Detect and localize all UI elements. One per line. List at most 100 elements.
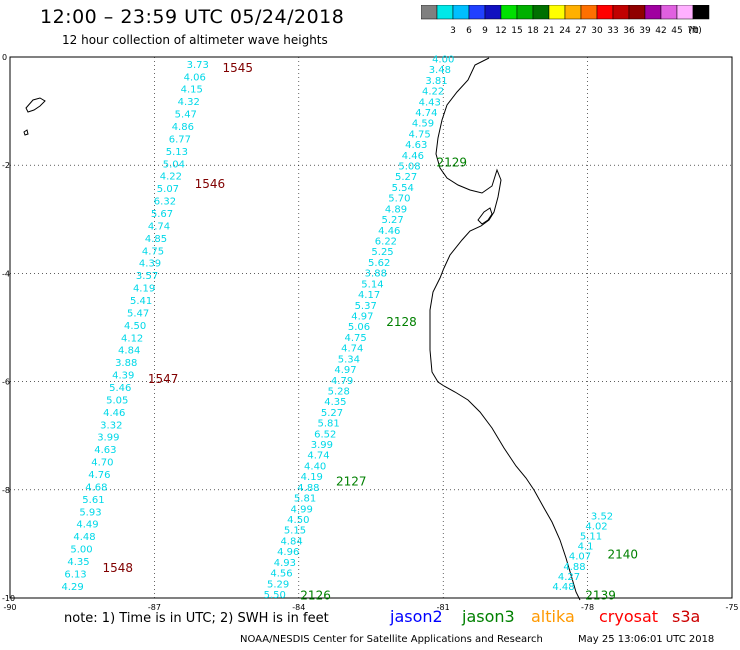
wave-height-value: 5.54 <box>392 183 414 194</box>
wave-height-value: 4.39 <box>139 259 161 270</box>
wave-height-value: 5.34 <box>338 354 360 365</box>
y-tick-label: -8 <box>2 486 10 495</box>
wave-height-value: 5.29 <box>267 579 289 590</box>
wave-height-value: 3.32 <box>100 420 122 431</box>
wave-height-value: 5.05 <box>106 395 128 406</box>
satellite-altika: altika <box>531 607 575 626</box>
wave-height-value: 5.25 <box>371 247 393 258</box>
pass-time-label: 1545 <box>222 61 253 75</box>
wave-height-value: 4.46 <box>378 226 400 237</box>
legend-swatch <box>692 5 710 20</box>
legend-label: 30 <box>591 26 603 36</box>
wave-height-value: 5.27 <box>395 172 417 183</box>
satellite-s3a: s3a <box>672 607 701 626</box>
legend-label: 24 <box>559 26 571 36</box>
wave-height-value: 5.15 <box>284 526 306 537</box>
wave-height-value: 6.22 <box>375 237 397 248</box>
y-tick-label: -2 <box>2 161 10 170</box>
wave-height-value: 6.77 <box>169 134 191 145</box>
satellite-jason2: jason2 <box>390 607 443 626</box>
wave-height-value: 3.81 <box>425 76 447 87</box>
pass-time-label: 2128 <box>386 315 417 329</box>
x-tick-label: -84 <box>292 603 305 612</box>
pass-time-label: 2126 <box>300 588 331 602</box>
pass-time-label: 1546 <box>195 177 226 191</box>
wave-height-value: 4.88 <box>297 483 319 494</box>
wave-height-value: 6.13 <box>64 569 86 580</box>
legend-unit: (ft) <box>688 26 702 36</box>
wave-height-value: 3.48 <box>429 65 451 76</box>
map-title: 12:00 – 23:59 UTC 05/24/2018 <box>40 6 345 28</box>
wave-height-value: 4.96 <box>277 547 299 558</box>
wave-height-value: 3.73 <box>187 60 209 71</box>
legend-label: 45 <box>671 26 682 36</box>
wave-height-value: 5.67 <box>151 209 173 220</box>
wave-height-value: 3.52 <box>591 512 613 523</box>
wave-height-value: 4.19 <box>133 284 155 295</box>
wave-height-value: 5.04 <box>163 159 185 170</box>
wave-height-value: 5.93 <box>79 507 101 518</box>
wave-height-value: 4.29 <box>61 582 83 593</box>
wave-height-value: 4.12 <box>121 333 143 344</box>
wave-height-value: 4.22 <box>160 172 182 183</box>
wave-height-value: 4.46 <box>402 151 424 162</box>
y-tick-label: -6 <box>2 378 10 387</box>
x-tick-label: -90 <box>3 603 16 612</box>
coastline <box>23 57 581 601</box>
wave-height-value: 4.75 <box>142 246 164 257</box>
wave-height-value: 4.79 <box>331 376 353 387</box>
legend-label: 27 <box>575 26 586 36</box>
coastline-galapagos-island <box>25 97 46 113</box>
pass-time-label: 1548 <box>102 561 133 575</box>
map-frame <box>9 56 733 599</box>
altimeter-track: 3.734.064.154.325.474.866.775.135.044.22… <box>61 60 253 593</box>
coastline-galapagos-island-small <box>23 129 29 136</box>
wave-height-value: 4.50 <box>287 515 309 526</box>
wave-height-value: 5.47 <box>175 110 197 121</box>
altimeter-track: 3.524.025.114.14.074.884.274.48 2140 2139 <box>552 512 638 603</box>
wave-height-value: 4.39 <box>112 371 134 382</box>
wave-height-value: 4.89 <box>385 204 407 215</box>
wave-height-value: 4.50 <box>124 321 146 332</box>
legend-label: 33 <box>607 26 618 36</box>
pass-time-label: 2127 <box>336 475 367 489</box>
wave-height-value: 5.14 <box>361 279 383 290</box>
wave-height-value: 5.70 <box>388 194 410 205</box>
legend-label: 6 <box>466 26 472 36</box>
wave-height-value: 3.57 <box>136 271 158 282</box>
wave-height-value: 4.32 <box>178 97 200 108</box>
wave-height-value: 3.88 <box>365 269 387 280</box>
y-tick-label: -4 <box>2 269 10 278</box>
pass-time-label: 2129 <box>436 155 467 169</box>
legend-label: 18 <box>527 26 539 36</box>
wave-height-value: 5.46 <box>109 383 131 394</box>
wave-height-value: 4.07 <box>569 552 591 563</box>
legend-label: 9 <box>482 26 488 36</box>
wave-height-value: 4.70 <box>91 458 113 469</box>
wave-height-value: 4.74 <box>307 451 329 462</box>
wave-height-value: 5.00 <box>70 545 92 556</box>
wave-height-value: 4.99 <box>291 504 313 515</box>
wave-height-value: 4.40 <box>304 461 326 472</box>
map-subtitle: 12 hour collection of altimeter wave hei… <box>62 33 328 47</box>
legend-label: 70 <box>687 26 699 36</box>
legend-label: 21 <box>543 26 554 36</box>
pass-time-label: 2139 <box>585 588 616 602</box>
satellite-cryosat: cryosat <box>599 607 659 626</box>
wave-height-value: 5.11 <box>580 532 602 543</box>
legend-label: 15 <box>511 26 522 36</box>
legend-label: 42 <box>655 26 666 36</box>
y-tick-label: 0 <box>2 53 7 62</box>
wave-height-value: 3.99 <box>97 433 119 444</box>
legend-label: 12 <box>495 26 506 36</box>
wave-height-value: 5.47 <box>127 308 149 319</box>
legend-label: 3 <box>450 26 456 36</box>
wave-height-value: 4.02 <box>585 522 607 533</box>
wave-height-value: 4.22 <box>422 87 444 98</box>
wave-height-value: 4.76 <box>88 470 110 481</box>
wave-height-value: 4.56 <box>270 569 292 580</box>
wave-height-value: 4.35 <box>67 557 89 568</box>
footer-note: note: 1) Time is in UTC; 2) SWH is in fe… <box>64 611 329 626</box>
wave-height-value: 4.68 <box>85 482 107 493</box>
wave-height-value: 3.99 <box>311 440 333 451</box>
